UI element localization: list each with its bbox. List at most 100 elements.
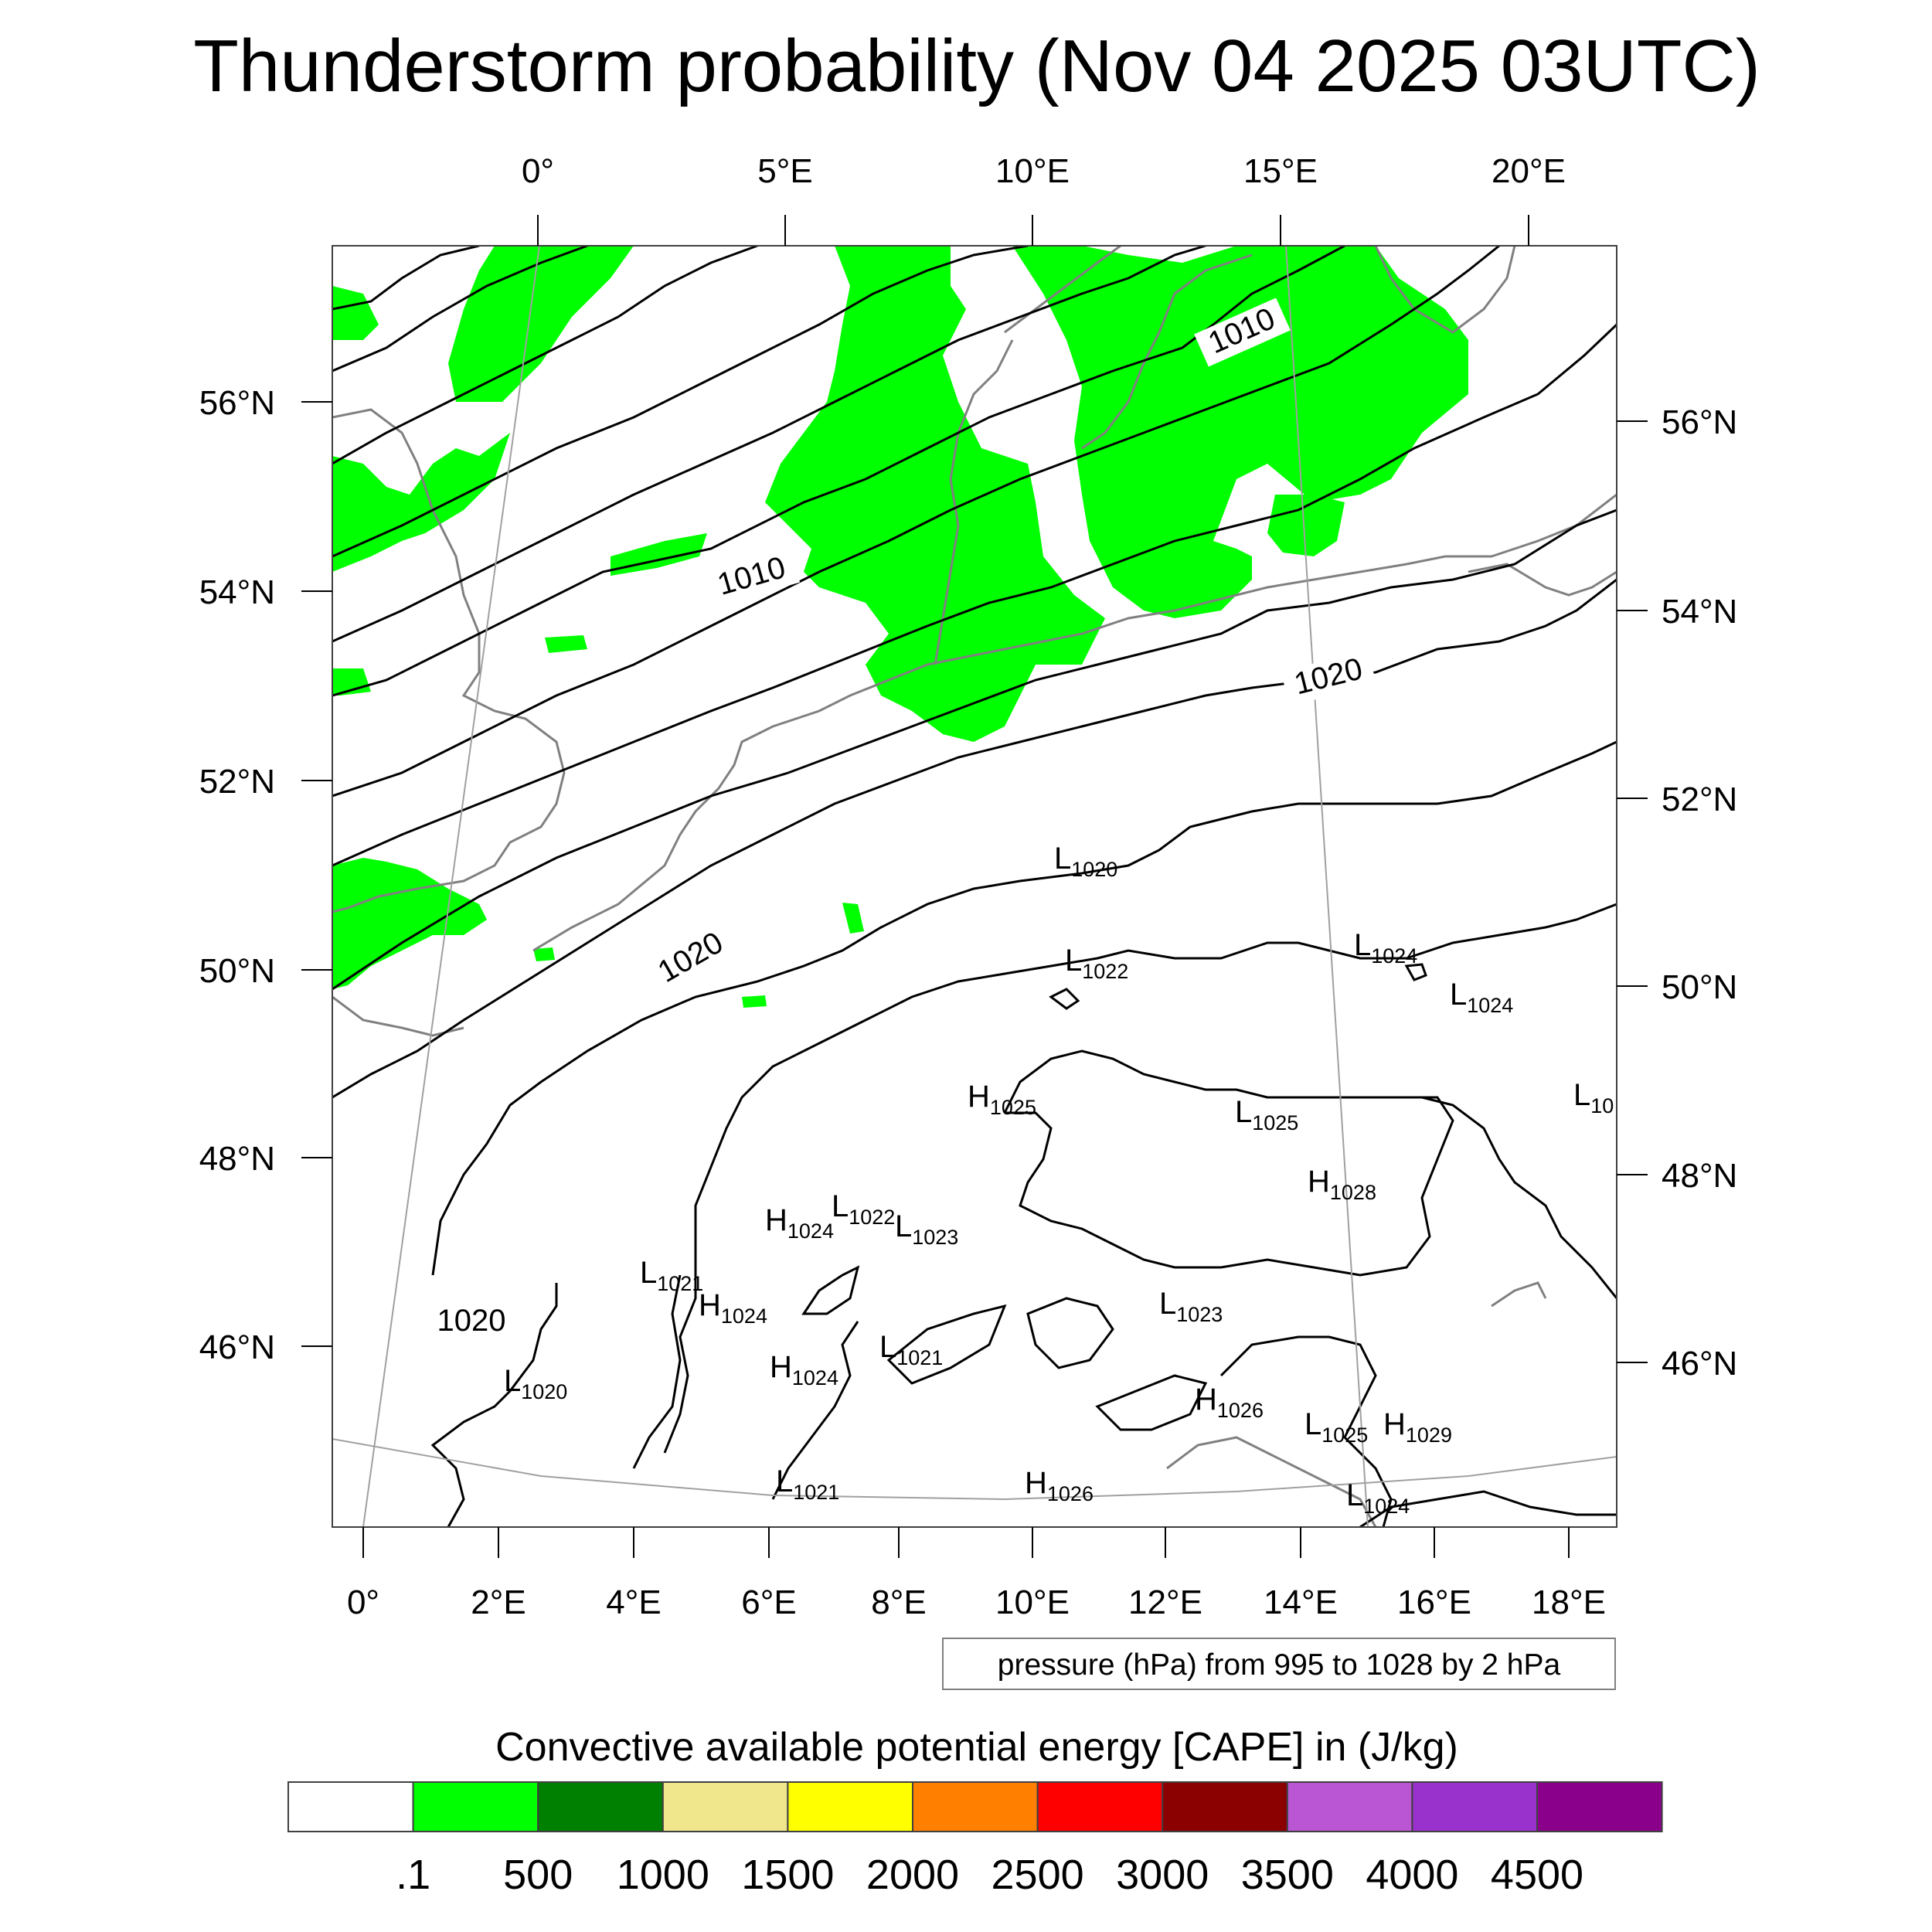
cape-area-belgium-uk — [332, 858, 487, 989]
colorbar-swatch — [1036, 1781, 1164, 1832]
pressure-centres: L1020 L1022 L1024 L1024 L10 H1025 L1025 … — [504, 842, 1614, 1518]
coastline-baltic-lakes — [1491, 1281, 1547, 1308]
cape-area-uk-east — [332, 668, 371, 696]
coastline-adriatic — [1166, 1436, 1377, 1527]
colorbar-swatch — [912, 1781, 1039, 1832]
pressure-centre: H1024 — [699, 1288, 767, 1328]
isobar-small-ring-2 — [1404, 963, 1427, 981]
colorbar-label: 1500 — [741, 1852, 834, 1898]
pressure-centre: H1029 — [1383, 1407, 1452, 1447]
isobar-9 — [332, 509, 1617, 991]
cape-area-small-patch — [545, 635, 587, 653]
isobar-alps-3 — [1026, 1297, 1114, 1369]
right-lat-label: 46°N — [1662, 1345, 1737, 1383]
bottom-lon-label: 10°E — [995, 1583, 1070, 1621]
map-frame — [332, 245, 1617, 1528]
cape-area-norway-coast — [448, 246, 634, 402]
colorbar-label: 4500 — [1491, 1852, 1583, 1898]
isobar-alps-2 — [886, 1304, 1007, 1385]
right-lat-label: 54°N — [1662, 593, 1737, 631]
pressure-centre: L10 — [1573, 1078, 1614, 1117]
colorbar-swatch — [412, 1781, 539, 1832]
pressure-centre: L1023 — [1159, 1287, 1223, 1326]
left-lat-label: 56°N — [199, 384, 275, 422]
isobar-lower-south-2 — [771, 1321, 859, 1500]
isobar-1 — [332, 246, 480, 311]
map-area — [332, 246, 1617, 1527]
pressure-centre: H1026 — [1025, 1466, 1094, 1505]
colorbar-label: 2500 — [992, 1852, 1084, 1898]
isobar-1020-upper — [332, 578, 1617, 1099]
isobar-label-bg — [427, 1304, 516, 1340]
cape-area-baltic — [1012, 246, 1468, 618]
right-lat-label: 52°N — [1662, 781, 1737, 818]
pressure-centre: L1022 — [832, 1189, 895, 1229]
bottom-lon-label: 6°E — [741, 1583, 796, 1621]
left-lat-label: 52°N — [199, 763, 275, 801]
isobar-1020-lower — [431, 740, 1617, 1276]
top-longitude-labels: 0° 5°E 10°E 15°E 20°E — [522, 152, 1566, 190]
bottom-lon-label: 12°E — [1128, 1583, 1202, 1621]
pressure-centre: L1025 — [1235, 1095, 1298, 1134]
meridian-0 — [362, 246, 540, 1527]
top-lon-label: 0° — [522, 152, 554, 190]
cape-area-tiny-2 — [742, 995, 767, 1008]
left-lat-label: 46°N — [199, 1328, 275, 1366]
colorbar-swatch — [1162, 1781, 1288, 1832]
top-lon-label: 5°E — [757, 152, 812, 190]
colorbar-labels: .1 500 1000 1500 2000 2500 3000 3500 400… — [396, 1852, 1583, 1898]
colorbar-swatch — [1286, 1781, 1413, 1832]
bottom-lon-label: 0° — [347, 1583, 379, 1621]
isobar-east — [1421, 1096, 1617, 1299]
coastline-jutland — [934, 339, 1014, 665]
isobar-label-bg — [1281, 649, 1377, 706]
right-lat-label: 56°N — [1662, 403, 1737, 441]
cape-area-east-patch — [1267, 495, 1345, 556]
isobar-lower-south-1 — [632, 1274, 682, 1469]
isobar-1022 — [663, 903, 1617, 1454]
pressure-centre: H1028 — [1308, 1165, 1376, 1204]
coastline-baltic-east — [1374, 246, 1516, 334]
pressure-centre: L1021 — [879, 1330, 943, 1369]
pressure-centre: L1024 — [1354, 928, 1417, 968]
colorbar-swatch — [662, 1781, 789, 1832]
isobar-7 — [332, 246, 1500, 798]
pressure-centre: H1024 — [770, 1350, 838, 1389]
isobar-6 — [332, 246, 1345, 697]
right-latitude-labels: 56°N 54°N 52°N 50°N 48°N 46°N — [1662, 403, 1737, 1383]
pressure-note-box — [942, 1638, 1616, 1690]
colorbar-swatch — [287, 1781, 414, 1832]
colorbar-label: .1 — [396, 1852, 430, 1898]
colorbar-label: 2000 — [866, 1852, 959, 1898]
coastline-great-britain — [332, 408, 566, 913]
colorbar-swatch — [1411, 1781, 1539, 1832]
bottom-longitude-labels: 0° 2°E 4°E 6°E 8°E 10°E 12°E 14°E 16°E 1… — [347, 1583, 1606, 1621]
isobar-label-bg — [703, 548, 801, 607]
colorbar-swatch — [537, 1781, 664, 1832]
right-lat-label: 48°N — [1662, 1157, 1737, 1195]
isobars — [332, 246, 1617, 1527]
pressure-centre: L1024 — [1346, 1478, 1410, 1518]
isobar-alps-4 — [1095, 1374, 1208, 1431]
colorbar — [287, 1781, 1663, 1832]
isobar-south-east — [1219, 1335, 1393, 1527]
meridian-15e — [1285, 246, 1369, 1527]
cape-area-uk-north — [332, 286, 379, 340]
top-lon-label: 10°E — [995, 152, 1070, 190]
pressure-centre: L1024 — [1450, 978, 1513, 1017]
coastline-scandinavia — [1004, 246, 1121, 334]
isobar-5 — [332, 246, 1206, 643]
bottom-lon-label: 4°E — [606, 1583, 661, 1621]
pressure-centre: L1022 — [1065, 944, 1128, 983]
pressure-centre: H1024 — [765, 1203, 834, 1243]
bottom-lon-label: 2°E — [471, 1583, 526, 1621]
pressure-centre: L1023 — [895, 1209, 958, 1249]
bottom-lon-label: 8°E — [871, 1583, 926, 1621]
tick-marks — [301, 215, 1648, 1558]
colorbar-label: 4000 — [1366, 1852, 1458, 1898]
colorbar-label: 3500 — [1241, 1852, 1334, 1898]
isobar-label-bg — [1194, 298, 1291, 367]
cape-area-tiny-1 — [842, 903, 864, 934]
pressure-centre: L1021 — [776, 1464, 839, 1504]
isobar-south-west — [430, 1283, 558, 1527]
